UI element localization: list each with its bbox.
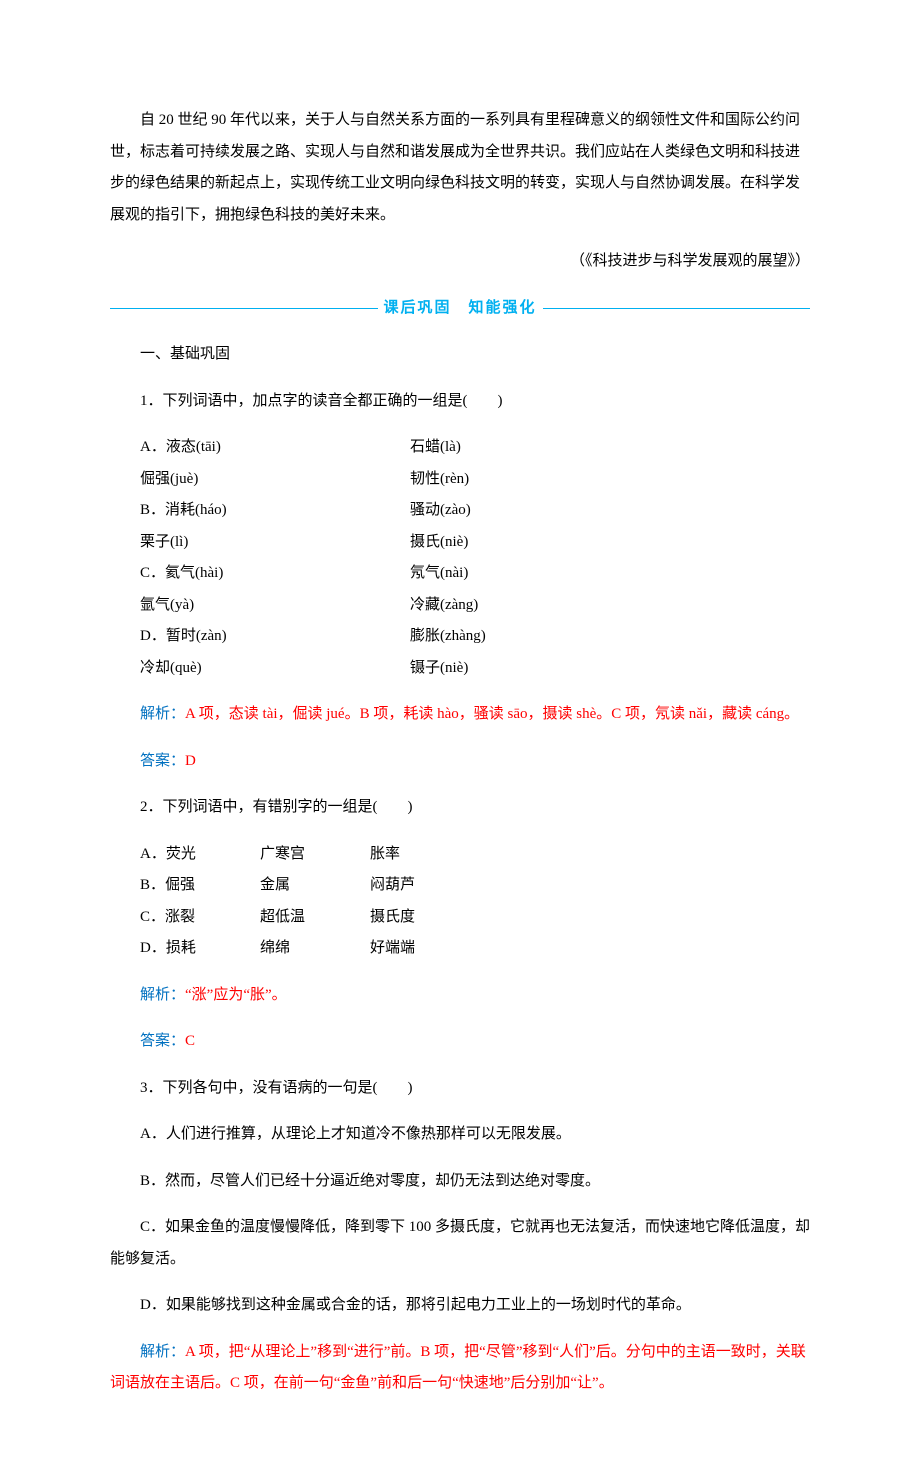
q3-stem: 3．下列各句中，没有语病的一句是( )	[110, 1073, 810, 1105]
divider-label: 课后巩固 知能强化	[378, 293, 543, 325]
q1-row: 氩气(yà) 冷藏(zàng)	[110, 590, 810, 622]
q1-opt-right: 石蜡(là)	[410, 432, 810, 464]
document-page: 自 20 世纪 90 年代以来，关于人与自然关系方面的一系列具有里程碑意义的纲领…	[0, 0, 920, 1475]
q1-opt-right: 骚动(zào)	[410, 495, 810, 527]
q2-c3: 胀率	[370, 839, 810, 871]
answer-value: C	[185, 1033, 195, 1049]
q1-row: A．液态(tāi) 石蜡(là)	[110, 432, 810, 464]
q1-opt-right: 镊子(niè)	[410, 653, 810, 685]
section-heading: 一、基础巩固	[110, 339, 810, 371]
q2-c3: 闷葫芦	[370, 870, 810, 902]
answer-value: D	[185, 753, 196, 769]
q1-opt-left: B．消耗(háo)	[140, 495, 410, 527]
q1-opt-left: 氩气(yà)	[140, 590, 410, 622]
q1-stem: 1．下列词语中，加点字的读音全都正确的一组是( )	[110, 386, 810, 418]
q1-row: B．消耗(háo) 骚动(zào)	[110, 495, 810, 527]
q3-analysis: 解析：A 项，把“从理论上”移到“进行”前。B 项，把“尽管”移到“人们”后。分…	[110, 1337, 810, 1400]
analysis-body: A 项，态读 tài，倔读 jué。B 项，耗读 hào，骚读 sāo，摄读 s…	[185, 706, 799, 722]
q1-opt-right: 韧性(rèn)	[410, 464, 810, 496]
q1-opt-left: 栗子(lì)	[140, 527, 410, 559]
q1-opt-right: 氖气(nài)	[410, 558, 810, 590]
answer-label: 答案：	[140, 1033, 185, 1049]
q2-c2: 金属	[260, 870, 370, 902]
q2-c2: 绵绵	[260, 933, 370, 965]
q2-row: D．损耗 绵绵 好端端	[110, 933, 810, 965]
q1-row: 栗子(lì) 摄氏(niè)	[110, 527, 810, 559]
q2-c1: A．荧光	[140, 839, 260, 871]
q1-opt-left: 冷却(què)	[140, 653, 410, 685]
analysis-body: “涨”应为“胀”。	[185, 987, 287, 1003]
analysis-label: 解析：	[140, 706, 185, 722]
q2-c1: C．涨裂	[140, 902, 260, 934]
q2-answer: 答案：C	[110, 1026, 810, 1058]
q1-opt-left: A．液态(tāi)	[140, 432, 410, 464]
q2-row: C．涨裂 超低温 摄氏度	[110, 902, 810, 934]
q2-c3: 好端端	[370, 933, 810, 965]
q3-option: D．如果能够找到这种金属或合金的话，那将引起电力工业上的一场划时代的革命。	[110, 1290, 810, 1322]
q1-row: 倔强(juè) 韧性(rèn)	[110, 464, 810, 496]
q3-option: C．如果金鱼的温度慢慢降低，降到零下 100 多摄氏度，它就再也无法复活，而快速…	[110, 1212, 810, 1275]
q1-row: C．氦气(hài) 氖气(nài)	[110, 558, 810, 590]
q2-c3: 摄氏度	[370, 902, 810, 934]
q1-opt-right: 膨胀(zhàng)	[410, 621, 810, 653]
q2-analysis: 解析：“涨”应为“胀”。	[110, 980, 810, 1012]
q3-option: B．然而，尽管人们已经十分逼近绝对零度，却仍无法到达绝对零度。	[110, 1166, 810, 1198]
q1-row: 冷却(què) 镊子(niè)	[110, 653, 810, 685]
divider-line-left	[110, 308, 378, 309]
q1-row: D．暂时(zàn) 膨胀(zhàng)	[110, 621, 810, 653]
q2-c1: D．损耗	[140, 933, 260, 965]
q1-answer: 答案：D	[110, 746, 810, 778]
q2-c2: 广寒宫	[260, 839, 370, 871]
q2-c2: 超低温	[260, 902, 370, 934]
divider-line-right	[543, 308, 811, 309]
q1-opt-right: 冷藏(zàng)	[410, 590, 810, 622]
analysis-label: 解析：	[140, 987, 185, 1003]
q3-option: A．人们进行推算，从理论上才知道冷不像热那样可以无限发展。	[110, 1119, 810, 1151]
q1-opt-right: 摄氏(niè)	[410, 527, 810, 559]
q1-analysis: 解析：A 项，态读 tài，倔读 jué。B 项，耗读 hào，骚读 sāo，摄…	[110, 699, 810, 731]
q1-opt-left: 倔强(juè)	[140, 464, 410, 496]
q2-stem: 2．下列词语中，有错别字的一组是( )	[110, 792, 810, 824]
q2-c1: B．倔强	[140, 870, 260, 902]
q2-row: B．倔强 金属 闷葫芦	[110, 870, 810, 902]
analysis-label: 解析：	[140, 1344, 185, 1360]
q1-opt-left: C．氦气(hài)	[140, 558, 410, 590]
q1-opt-left: D．暂时(zàn)	[140, 621, 410, 653]
q2-row: A．荧光 广寒宫 胀率	[110, 839, 810, 871]
analysis-body: A 项，把“从理论上”移到“进行”前。B 项，把“尽管”移到“人们”后。分句中的…	[110, 1344, 806, 1392]
intro-paragraph: 自 20 世纪 90 年代以来，关于人与自然关系方面的一系列具有里程碑意义的纲领…	[110, 105, 810, 231]
answer-label: 答案：	[140, 753, 185, 769]
section-divider: 课后巩固 知能强化	[110, 293, 810, 325]
intro-source: （《科技进步与科学发展观的展望》）	[110, 246, 810, 278]
